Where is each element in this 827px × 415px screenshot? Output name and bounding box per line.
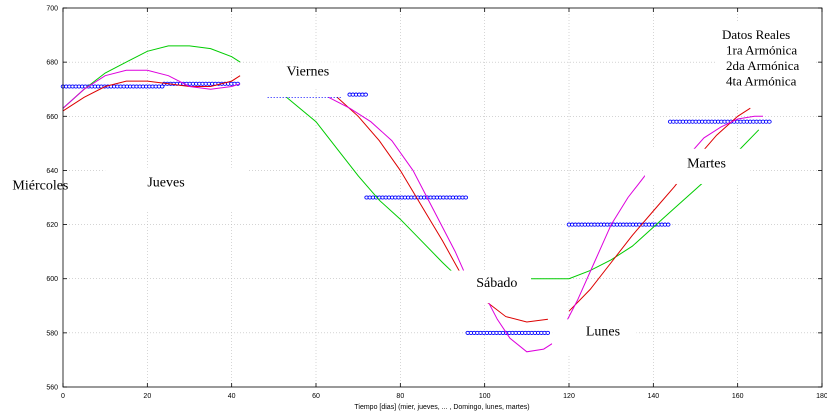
- x-tick-label: 140: [647, 393, 659, 400]
- annotation-label: Martes: [687, 157, 726, 172]
- series-0: [60, 81, 772, 335]
- data-marker: [767, 119, 772, 124]
- annotations: Miércoles Jueves Viernes Sábado Lunes Martes: [12, 65, 726, 340]
- series-line: [328, 96, 465, 271]
- annotation-label: Viernes: [286, 65, 329, 80]
- series-line: [62, 45, 241, 109]
- x-tick-label: 60: [312, 393, 320, 400]
- annotation-label: Sábado: [476, 276, 517, 291]
- series-3: [62, 69, 763, 353]
- data-marker: [545, 330, 551, 335]
- y-tick-label: 580: [46, 330, 58, 337]
- legend-item: 1ra Armónica: [726, 43, 797, 58]
- series-line: [62, 75, 241, 112]
- y-tick-label: 640: [46, 168, 58, 175]
- series-line: [62, 69, 241, 109]
- x-tick-label: 0: [61, 393, 65, 400]
- annotation-backgrounds: [0, 22, 816, 355]
- x-tick-label: 180: [816, 393, 827, 400]
- series-line: [686, 115, 763, 158]
- data-marker: [363, 92, 368, 97]
- y-tick-label: 700: [46, 6, 58, 13]
- label-background: [105, 167, 249, 212]
- annotation-label: Lunes: [586, 325, 620, 340]
- y-tick-label: 680: [46, 60, 58, 67]
- label-background: [552, 319, 637, 355]
- x-tick-label: 100: [479, 393, 491, 400]
- y-tick-label: 620: [46, 222, 58, 229]
- series-line: [336, 96, 465, 279]
- x-axis-label: Tiempo [dias] (mier, jueves, ... , Domin…: [354, 404, 529, 411]
- axis-ticks: 0 20 40 60 80 100 120 140 160 180 560 580 600 620 640 6…: [46, 6, 827, 401]
- data-marker: [463, 195, 469, 200]
- series-layer: [60, 45, 772, 353]
- legend-title: Datos Reales: [722, 27, 790, 42]
- series-line: [484, 300, 548, 323]
- x-tick-label: 120: [563, 393, 575, 400]
- x-tick-label: 160: [732, 393, 744, 400]
- legend-item: 4ta Armónica: [726, 74, 797, 89]
- y-tick-label: 600: [46, 276, 58, 283]
- label-background: [644, 148, 751, 184]
- data-marker: [665, 222, 671, 227]
- y-tick-label: 660: [46, 114, 58, 121]
- label-background: [442, 270, 532, 304]
- x-tick-label: 40: [228, 393, 236, 400]
- annotation-label: Jueves: [147, 176, 184, 191]
- annotation-label: Miércoles: [12, 178, 68, 193]
- series-2: [62, 75, 751, 323]
- x-tick-label: 80: [396, 393, 404, 400]
- legend-background: [716, 22, 816, 104]
- legend-item: 2da Armónica: [726, 58, 800, 73]
- series-line: [286, 96, 460, 280]
- label-background: [256, 62, 359, 90]
- series-line: [560, 169, 654, 334]
- label-background: [0, 173, 59, 203]
- series-line: [484, 294, 553, 353]
- x-tick-label: 20: [143, 393, 151, 400]
- series-line: [568, 107, 751, 312]
- y-tick-label: 560: [46, 385, 58, 392]
- plot-frame: [62, 7, 823, 388]
